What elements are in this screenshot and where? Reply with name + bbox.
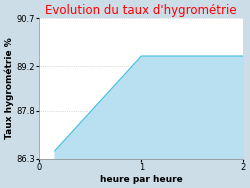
X-axis label: heure par heure: heure par heure [100, 175, 183, 184]
Title: Evolution du taux d'hygrométrie: Evolution du taux d'hygrométrie [46, 4, 237, 17]
Y-axis label: Taux hygrométrie %: Taux hygrométrie % [4, 38, 14, 139]
